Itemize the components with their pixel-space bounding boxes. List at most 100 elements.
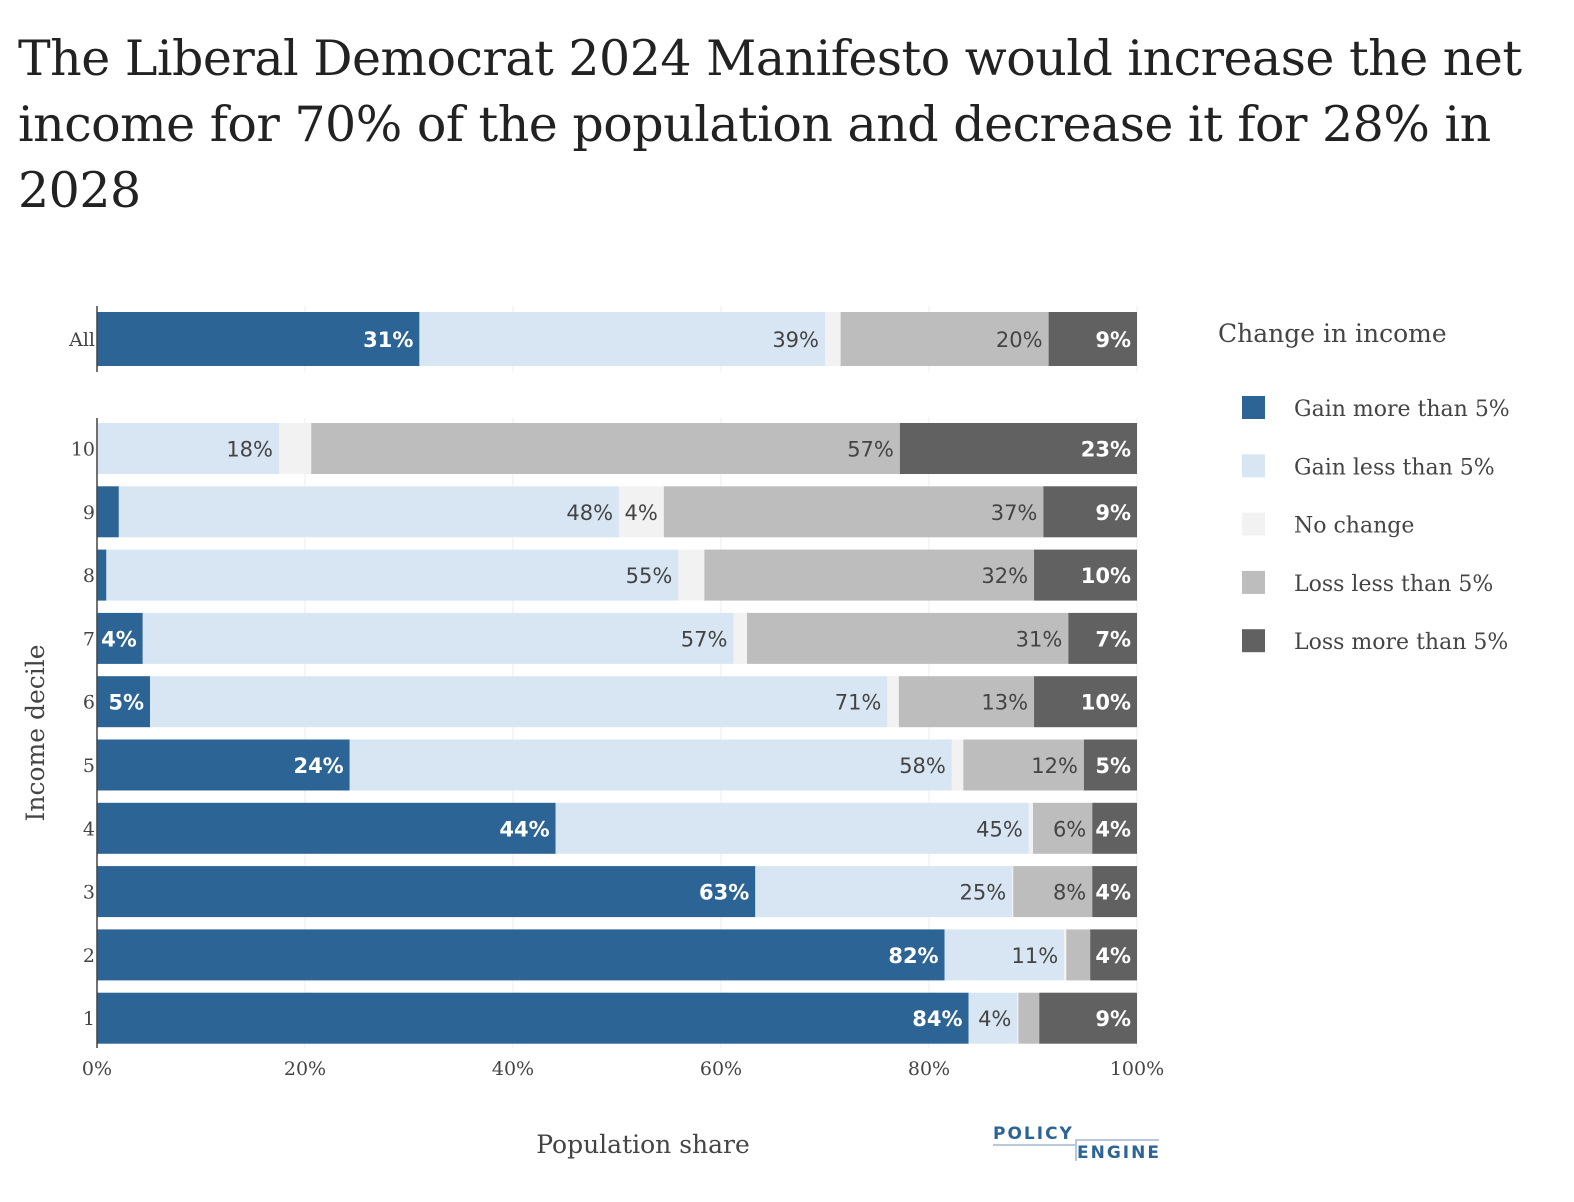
bar-segment (825, 312, 841, 366)
bar-segment (1068, 612, 1137, 664)
bar-segment (97, 612, 143, 664)
bar-segment (944, 929, 1065, 981)
y-tick-label: 4 (83, 818, 95, 840)
data-label: 10% (1081, 691, 1131, 715)
bar-segment (106, 549, 679, 601)
bar-segment (97, 423, 279, 474)
data-label: 25% (960, 881, 1007, 905)
data-label: 9% (1095, 1007, 1131, 1031)
data-label: 8% (1053, 881, 1086, 905)
bar-segment (97, 486, 119, 538)
data-label: 84% (912, 1007, 962, 1031)
bar-segment (1043, 486, 1137, 538)
legend-item: No change (1294, 514, 1414, 539)
data-label: 24% (293, 754, 343, 778)
bar-segment (555, 802, 1029, 854)
bar-segment (279, 423, 312, 474)
data-label: 4% (624, 501, 657, 525)
bar-segment (663, 486, 1044, 538)
y-tick-label: All (68, 329, 95, 351)
legend-swatch (1242, 512, 1265, 536)
data-label: 20% (996, 328, 1043, 352)
bar-segment (704, 549, 1035, 601)
y-tick-label: 7 (83, 628, 95, 650)
data-label: 63% (699, 881, 749, 905)
bar-segment (1064, 929, 1067, 981)
bar-segment (733, 612, 747, 664)
bar-segment (755, 866, 1013, 918)
bar-segment (97, 549, 107, 601)
legend-swatch (1242, 396, 1265, 419)
bar-segment (1066, 929, 1091, 981)
legend-swatch (1242, 570, 1265, 594)
bar-segment (419, 312, 825, 366)
bar-segment (1018, 992, 1040, 1044)
y-axis-title: Income decile (21, 644, 50, 821)
x-tick-label: 100% (1110, 1058, 1164, 1080)
legend-swatch (1242, 454, 1265, 478)
data-label: 9% (1095, 501, 1131, 525)
data-label: 11% (1012, 944, 1059, 968)
data-label: 5% (108, 691, 144, 715)
data-label: 7% (1095, 627, 1131, 651)
bar-segment (97, 312, 420, 366)
bar-segment (898, 676, 1035, 728)
bar-segment (1013, 866, 1093, 918)
x-axis-title: Population share (536, 1130, 750, 1159)
logo-line2: ENGINE (1077, 1143, 1161, 1163)
bar-segment (118, 486, 620, 538)
legend-swatch (1242, 629, 1265, 653)
bar-segment (97, 676, 151, 728)
legend-item: Loss more than 5% (1294, 630, 1508, 655)
data-label: 57% (847, 438, 894, 462)
bar-segment (840, 312, 1049, 366)
bar-segment (1034, 676, 1137, 728)
bar-segment (311, 423, 900, 474)
x-tick-label: 80% (908, 1058, 950, 1080)
bar-segment (887, 676, 899, 728)
y-tick-label: 8 (83, 565, 95, 587)
data-label: 4% (101, 627, 137, 651)
bar-segment (1033, 802, 1093, 854)
data-label: 6% (1053, 817, 1086, 841)
bar-segment (747, 612, 1069, 664)
data-label: 4% (1095, 944, 1131, 968)
y-tick-label: 9 (83, 502, 95, 524)
y-tick-label: 1 (83, 1008, 95, 1030)
data-label: 57% (681, 627, 728, 651)
x-tick-label: 60% (700, 1058, 742, 1080)
legend-item: Gain more than 5% (1294, 397, 1510, 422)
bar-segment (963, 739, 1084, 791)
bar-segment (1039, 992, 1137, 1044)
data-label: 18% (226, 438, 273, 462)
data-label: 12% (1031, 754, 1078, 778)
bar-segment (1083, 739, 1137, 791)
data-label: 4% (1095, 881, 1131, 905)
data-label: 55% (626, 564, 673, 588)
data-label: 9% (1095, 328, 1131, 352)
data-label: 32% (981, 564, 1028, 588)
data-label: 31% (363, 328, 413, 352)
data-label: 82% (888, 944, 938, 968)
bar-segment (142, 612, 734, 664)
x-tick-label: 0% (82, 1058, 112, 1080)
data-label: 45% (976, 817, 1023, 841)
bar-segment (1048, 312, 1137, 366)
x-tick-label: 40% (492, 1058, 534, 1080)
data-label: 4% (1095, 817, 1131, 841)
bar-segment (1090, 929, 1137, 981)
data-label: 5% (1095, 754, 1131, 778)
bar-segment (150, 676, 888, 728)
logo-line1: POLICY (993, 1124, 1074, 1144)
y-tick-label: 5 (83, 755, 95, 777)
bar-segment (1092, 866, 1137, 918)
legend-title: Change in income (1218, 319, 1447, 348)
data-label: 13% (981, 691, 1028, 715)
y-tick-label: 6 (83, 692, 95, 714)
bar-segment (968, 992, 1018, 1044)
chart-title: The Liberal Democrat 2024 Manifesto woul… (18, 30, 1522, 219)
bar-segment (349, 739, 952, 791)
data-label: 31% (1016, 627, 1063, 651)
bar-segment (1092, 802, 1137, 854)
